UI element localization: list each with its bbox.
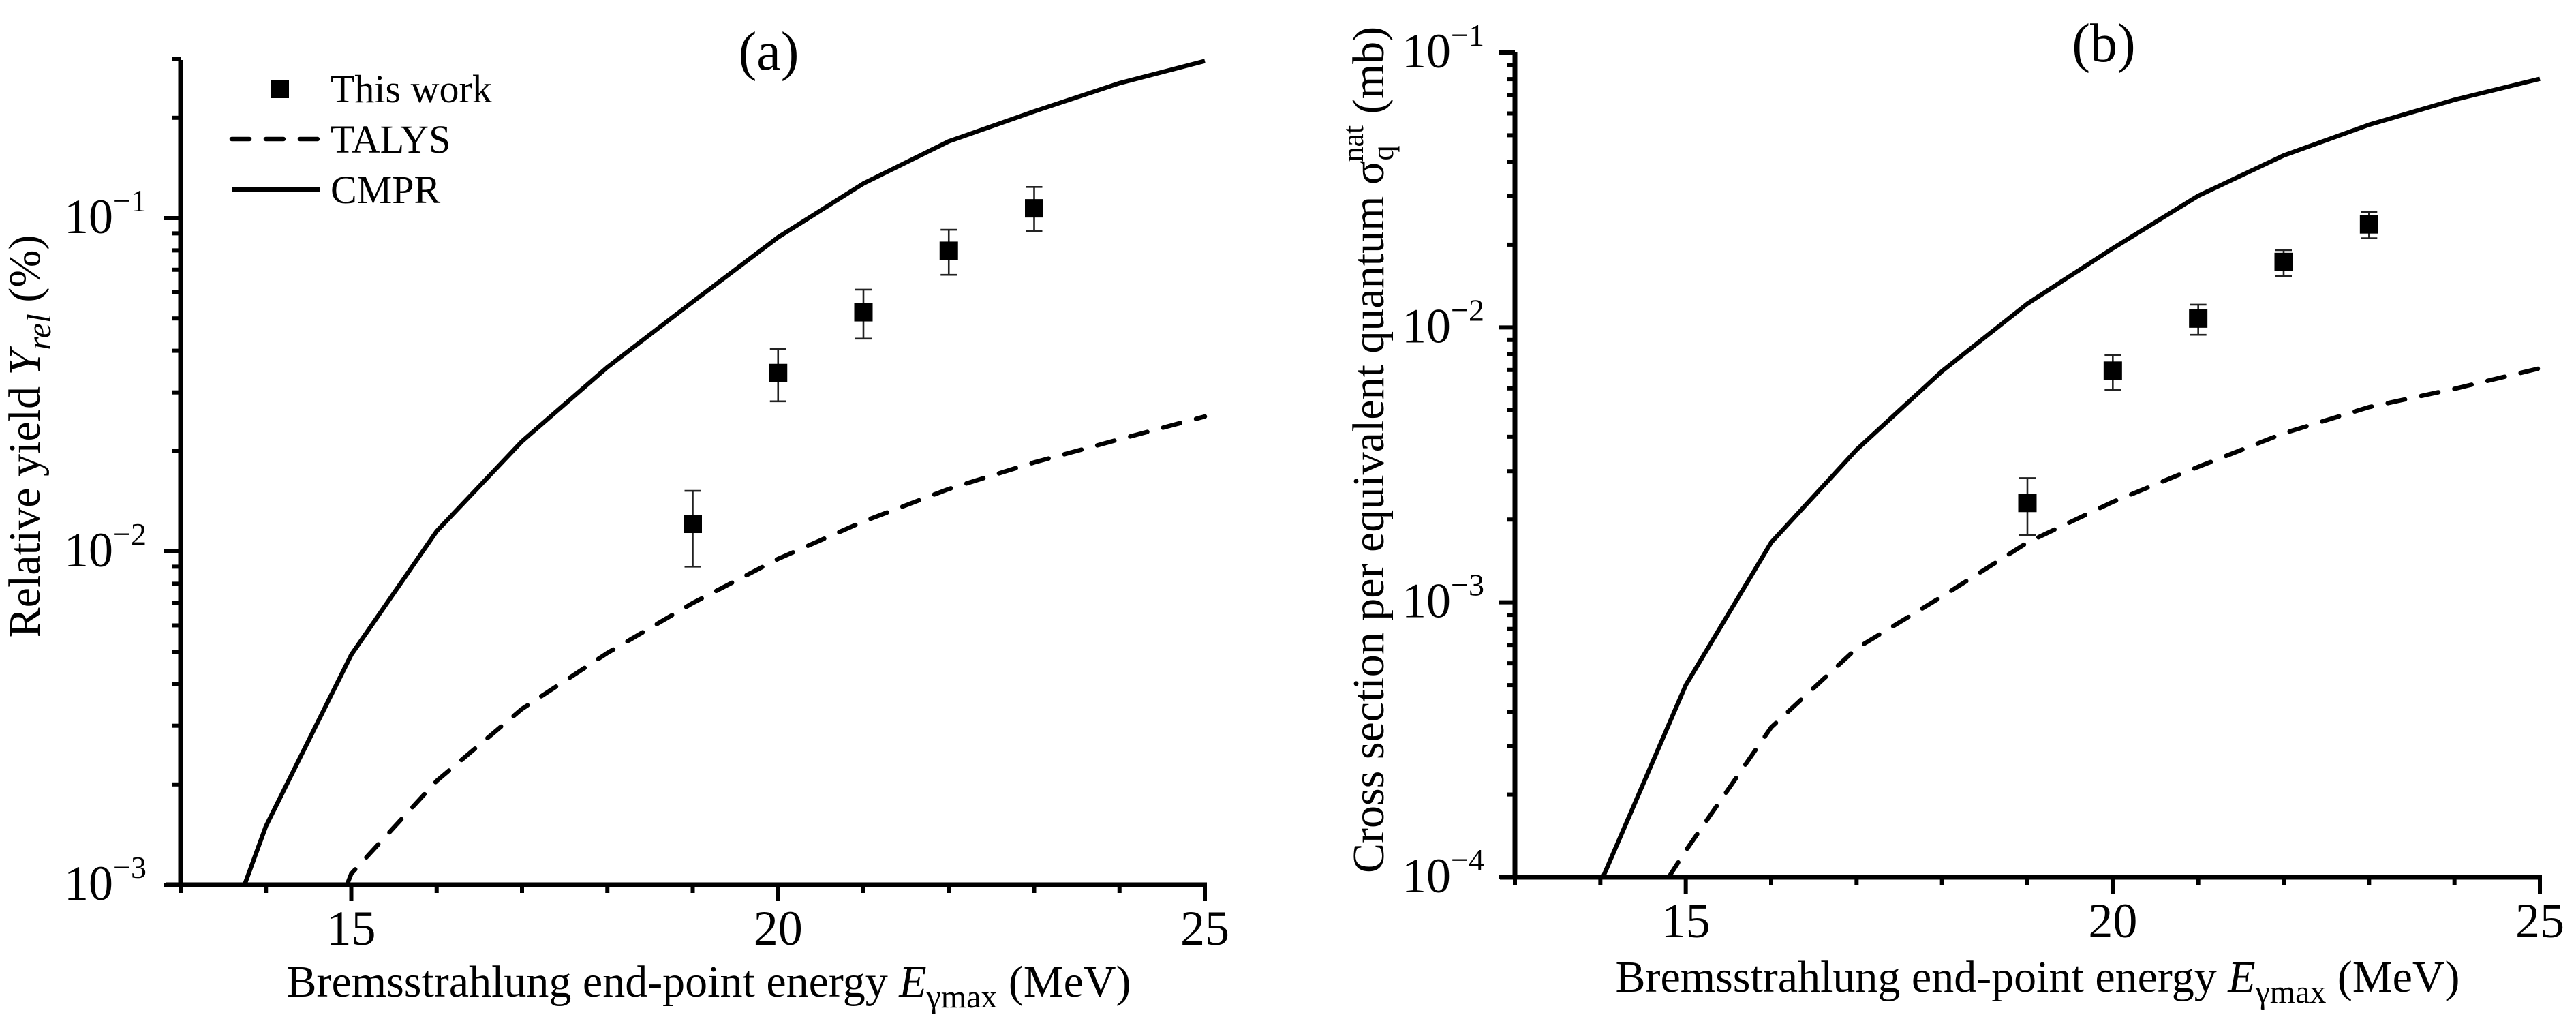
data-point (769, 348, 788, 403)
legend-item: CMPR (232, 168, 441, 212)
square-marker (769, 363, 788, 382)
y-tick-base: 10 (64, 856, 113, 911)
y-axis-title: Cross section per equivalent quantum σqn… (1336, 27, 1400, 873)
y-tick-exponent: −1 (113, 183, 147, 218)
y-axis-title-main: Cross section per equivalent quantum (1344, 185, 1394, 873)
panel-b: (b)15 20 2510−410−310−210−1Bremsstrahlung … (1336, 14, 2564, 1010)
y-axis-title-var: σ (1344, 161, 1394, 185)
square-marker (1025, 199, 1043, 218)
square-marker (2359, 215, 2378, 234)
y-tick-exponent: −1 (1451, 18, 1484, 52)
data-point (2103, 354, 2122, 391)
y-axis-title-sup: nat (1336, 125, 1370, 162)
legend-square-icon (271, 80, 289, 98)
talys-curve (344, 414, 1208, 887)
y-tick-label: 10−2 (64, 517, 147, 577)
y-tick-base: 10 (64, 189, 113, 244)
y-tick-label: 10−4 (1402, 843, 1484, 903)
y-tick-exponent: −3 (1451, 568, 1484, 603)
square-marker (2103, 361, 2122, 380)
square-marker (939, 241, 958, 260)
x-tick-label: 20 (754, 901, 803, 956)
y-tick-base: 10 (1402, 299, 1451, 353)
y-tick-base: 10 (1402, 24, 1451, 78)
y-axis-title: Relative yield Yrel (%) (0, 235, 58, 638)
x-tick-label: 15 (327, 901, 376, 956)
x-tick-label: 20 (2088, 894, 2137, 948)
square-marker (2274, 252, 2293, 271)
x-axis-title: Bremsstrahlung end-point energy Eγmax (M… (1615, 952, 2459, 1010)
y-tick-exponent: −2 (1451, 292, 1484, 327)
square-marker (854, 303, 873, 322)
y-tick-base: 10 (64, 523, 113, 577)
legend-label: This work (331, 67, 492, 111)
data-point (2274, 249, 2293, 277)
y-tick-label: 10−1 (64, 183, 147, 244)
x-axis-title-main: Bremsstrahlung end-point energy (286, 957, 899, 1007)
y-axis-title-sub: q (1366, 146, 1400, 161)
data-point (2189, 303, 2208, 336)
cmpr-curve (1601, 76, 2541, 879)
y-axis-title-unit: (%) (0, 235, 50, 314)
panel-title: (b) (2072, 14, 2135, 74)
x-axis-title-main: Bremsstrahlung end-point energy (1615, 952, 2228, 1002)
square-marker (2018, 494, 2037, 513)
y-axis-title-var: Y (0, 346, 50, 375)
x-axis-title-unit: (MeV) (997, 957, 1131, 1007)
y-tick-base: 10 (1402, 849, 1451, 903)
legend-item: TALYS (229, 117, 450, 162)
x-axis-title-sub: γmax (2255, 974, 2327, 1010)
y-axis-title-main: Relative yield (0, 375, 50, 637)
y-tick-exponent: −4 (1451, 843, 1484, 877)
x-axis-title: Bremsstrahlung end-point energy Eγmax (M… (286, 957, 1131, 1015)
y-axis-title-unit: (mb) (1344, 27, 1394, 125)
x-axis-title-var: E (898, 957, 926, 1007)
cmpr-curve (242, 59, 1206, 886)
y-tick-label: 10−2 (1402, 292, 1484, 353)
x-axis-title-unit: (MeV) (2326, 952, 2459, 1002)
legend-item: This work (271, 67, 492, 111)
legend: This work TALYS CMPR (229, 67, 492, 212)
y-axis-title-sub: rel (20, 314, 58, 350)
x-tick-label: 25 (1180, 901, 1229, 956)
talys-curve (1666, 366, 2543, 880)
y-tick-label: 10−3 (1402, 568, 1484, 628)
y-tick-label: 10−3 (64, 850, 147, 911)
data-point (2018, 477, 2037, 536)
x-tick-label: 15 (1661, 894, 1711, 948)
square-marker (2189, 309, 2208, 328)
panel-title: (a) (739, 22, 799, 82)
data-point (1025, 186, 1043, 232)
x-axis-title-sub: γmax (926, 979, 998, 1015)
data-point (684, 489, 702, 568)
y-tick-label: 10−1 (1402, 18, 1484, 78)
data-point (2359, 211, 2378, 239)
square-marker (684, 515, 702, 534)
legend-label: TALYS (331, 117, 450, 162)
legend-label: CMPR (331, 168, 441, 212)
data-point (939, 228, 958, 276)
y-tick-base: 10 (1402, 574, 1451, 628)
data-point (854, 288, 873, 340)
x-axis-title-var: E (2227, 952, 2255, 1002)
x-tick-label: 25 (2515, 894, 2564, 948)
y-tick-exponent: −2 (113, 517, 147, 551)
y-tick-exponent: −3 (113, 850, 147, 885)
